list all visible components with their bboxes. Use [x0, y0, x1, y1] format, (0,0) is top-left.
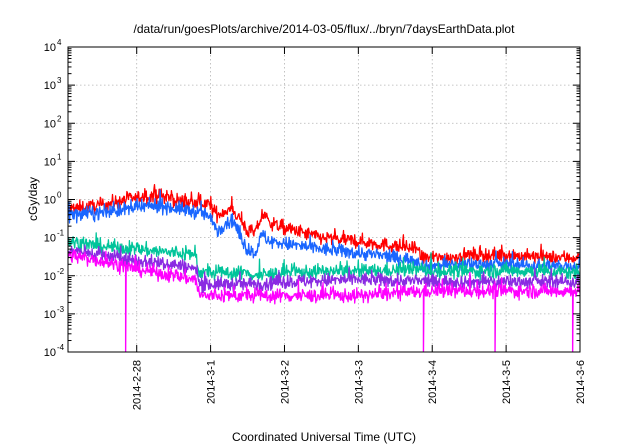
x-axis-label: Coordinated Universal Time (UTC): [232, 430, 416, 444]
y-tick-label: 10 3: [44, 76, 62, 92]
y-tick-exp: 2: [57, 114, 62, 123]
y-tick-base: 10: [44, 347, 56, 359]
series-layer: [68, 183, 580, 352]
y-tick-label: 10 2: [44, 114, 62, 130]
series-line-5: [68, 249, 580, 352]
series-line-4: [68, 244, 580, 294]
y-tick-base: 10: [44, 195, 56, 207]
y-tick-label: 10 1: [44, 152, 62, 168]
y-tick-label: 10 -2: [44, 267, 65, 283]
y-tick-exp: -4: [57, 343, 65, 352]
y-tick-label: 10 0: [44, 191, 62, 207]
y-tick-exp: -1: [57, 229, 65, 238]
x-tick-label: 2014-2-28: [132, 360, 144, 410]
chart-title: /data/run/goesPlots/archive/2014-03-05/f…: [134, 22, 516, 36]
y-tick-exp: 3: [57, 76, 62, 85]
x-tick-label: 2014-3-3: [353, 360, 365, 404]
y-tick-exp: -3: [57, 305, 65, 314]
y-tick-label: 10 -3: [44, 305, 65, 321]
y-tick-base: 10: [44, 42, 56, 54]
ticks: [68, 46, 581, 353]
y-tick-base: 10: [44, 309, 56, 321]
y-tick-base: 10: [44, 80, 56, 92]
y-tick-exp: -2: [57, 267, 65, 276]
y-tick-base: 10: [44, 271, 56, 283]
series-line-1: [68, 183, 580, 266]
series-line-3: [68, 232, 580, 282]
x-tick-label: 2014-3-6: [575, 360, 587, 404]
y-tick-label: 10 -4: [44, 343, 65, 359]
x-tick-label: 2014-3-4: [427, 360, 439, 404]
y-tick-label: 10 4: [44, 38, 62, 54]
x-tick-labels: 2014-2-28 2014-3-1 2014-3-2 2014-3-3 2014-3-…: [132, 360, 587, 410]
y-axis-label: cGy/day: [26, 177, 40, 221]
y-tick-exp: 0: [57, 191, 62, 200]
x-tick-label: 2014-3-1: [206, 360, 218, 404]
x-tick-label: 2014-3-2: [279, 360, 291, 404]
y-tick-base: 10: [44, 233, 56, 245]
y-tick-exp: 4: [57, 38, 62, 47]
y-tick-label: 10 -1: [44, 229, 65, 245]
y-tick-base: 10: [44, 156, 56, 168]
y-tick-exp: 1: [57, 152, 62, 161]
x-tick-label: 2014-3-5: [501, 360, 513, 404]
y-tick-base: 10: [44, 118, 56, 130]
series-line-2: [68, 189, 580, 275]
